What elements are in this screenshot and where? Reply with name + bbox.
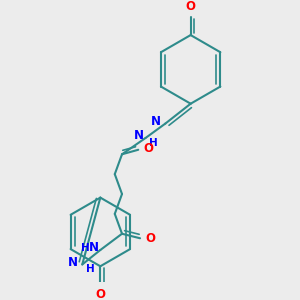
Text: H: H [86, 264, 94, 274]
Text: O: O [186, 0, 196, 14]
Text: H: H [81, 243, 89, 253]
Text: N: N [88, 241, 98, 254]
Text: N: N [151, 115, 161, 128]
Text: O: O [146, 232, 155, 245]
Text: O: O [144, 142, 154, 155]
Text: O: O [95, 288, 105, 300]
Text: H: H [149, 137, 158, 148]
Text: N: N [68, 256, 78, 269]
Text: N: N [134, 129, 144, 142]
